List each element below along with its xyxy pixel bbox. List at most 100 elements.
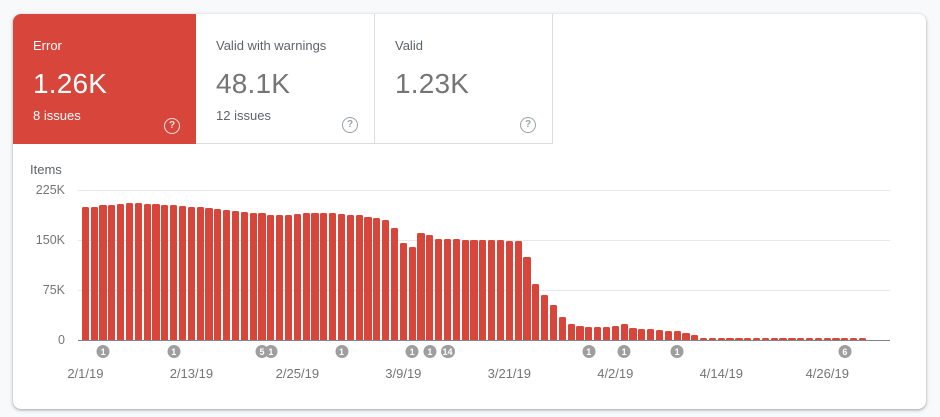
chart-bar[interactable] [708,338,717,340]
chart-bar[interactable] [850,338,858,340]
chart-bar[interactable] [196,207,204,340]
chart-bar[interactable] [205,208,213,340]
chart-bar[interactable] [152,204,160,340]
chart-bar[interactable] [320,213,328,340]
chart-bar[interactable] [629,328,637,340]
help-icon[interactable]: ? [520,117,536,133]
chart-bar[interactable] [567,324,575,340]
chart-bar[interactable] [770,338,778,340]
valid-with-warnings-card[interactable]: Valid with warnings 48.1K 12 issues ? [196,14,375,144]
chart-bar[interactable] [435,238,443,340]
chart-bar[interactable] [355,215,363,340]
chart-bar[interactable] [161,204,169,340]
chart-bar[interactable] [788,338,796,340]
chart-bar[interactable] [284,215,293,340]
annotation-marker[interactable]: 1 [423,345,437,358]
chart-bar[interactable] [90,206,98,340]
annotation-marker[interactable]: 1 [335,345,349,358]
chart-bar[interactable] [99,205,107,340]
chart-bar[interactable] [841,338,849,340]
chart-bar[interactable] [505,240,513,340]
chart-bar[interactable] [329,213,337,340]
chart-bar[interactable] [664,330,672,340]
chart-bar[interactable] [611,326,619,340]
chart-bar[interactable] [594,326,602,340]
chart-bar[interactable] [178,206,187,340]
chart-bar[interactable] [223,210,231,340]
chart-bar[interactable] [779,338,787,340]
chart-bar[interactable] [108,204,116,340]
chart-bar[interactable] [452,239,460,340]
chart-bar[interactable] [170,205,178,340]
chart-bar[interactable] [258,213,266,340]
annotation-marker[interactable]: 1 [617,345,631,358]
chart-bar[interactable] [488,240,496,340]
annotation-marker[interactable]: 14 [440,345,455,358]
chart-bar[interactable] [691,334,699,340]
chart-bar[interactable] [346,214,354,340]
help-icon[interactable]: ? [342,117,358,133]
chart-bar[interactable] [302,213,310,340]
chart-bar[interactable] [337,214,346,340]
chart-bar[interactable] [602,326,611,340]
chart-bar[interactable] [523,256,531,340]
chart-bar[interactable] [399,242,407,340]
annotation-marker[interactable]: 6 [838,345,852,358]
chart-bar[interactable] [858,338,867,340]
chart-bar[interactable] [797,338,805,340]
chart-bar[interactable] [638,328,646,340]
chart-bar[interactable] [717,338,725,340]
chart-bar[interactable] [134,203,142,340]
chart-bar[interactable] [81,207,89,340]
chart-bar[interactable] [647,328,655,340]
annotation-marker[interactable]: 1 [670,345,684,358]
chart-bar[interactable] [823,338,831,340]
chart-bar[interactable] [514,241,522,340]
annotation-marker[interactable]: 1 [582,345,596,358]
chart-bar[interactable] [496,240,505,340]
error-card[interactable]: Error 1.26K 8 issues ? [13,14,196,144]
chart-bar[interactable] [382,220,390,340]
help-icon[interactable]: ? [164,118,180,134]
chart-bar[interactable] [620,324,628,340]
chart-bar[interactable] [549,305,558,340]
chart-bar[interactable] [249,212,257,340]
chart-bar[interactable] [187,206,195,340]
chart-bar[interactable] [805,338,814,340]
chart-bar[interactable] [541,294,549,340]
chart-bar[interactable] [700,338,708,340]
chart-bar[interactable] [558,316,566,340]
chart-bar[interactable] [682,333,690,340]
annotation-marker[interactable]: 1 [167,345,181,358]
chart-bar[interactable] [761,338,769,340]
chart-bar[interactable] [479,240,487,340]
annotation-marker[interactable]: 1 [264,345,278,358]
chart-bar[interactable] [390,228,399,340]
chart-bar[interactable] [214,208,222,340]
chart-bar[interactable] [832,338,840,340]
chart-bar[interactable] [443,239,452,340]
chart-bar[interactable] [417,232,425,340]
chart-bar[interactable] [814,338,822,340]
chart-bar[interactable] [461,240,469,340]
chart-bar[interactable] [470,240,478,340]
chart-bar[interactable] [426,235,434,340]
chart-bar[interactable] [532,284,540,340]
chart-bar[interactable] [585,326,593,340]
chart-bar[interactable] [311,213,319,340]
chart-bar[interactable] [576,326,584,340]
chart-bar[interactable] [364,216,372,340]
chart-bar[interactable] [276,214,284,340]
chart-bar[interactable] [744,338,752,340]
chart-bar[interactable] [752,338,761,340]
valid-card[interactable]: Valid 1.23K ? [375,14,553,144]
chart-bar[interactable] [293,214,301,340]
chart-bar[interactable] [726,338,734,340]
chart-bar[interactable] [231,210,240,340]
annotation-marker[interactable]: 1 [96,345,110,358]
chart-bar[interactable] [373,218,381,340]
chart-bar[interactable] [267,214,275,340]
chart-bar[interactable] [673,331,681,340]
chart-bar[interactable] [408,246,416,340]
chart-bar[interactable] [125,203,134,340]
